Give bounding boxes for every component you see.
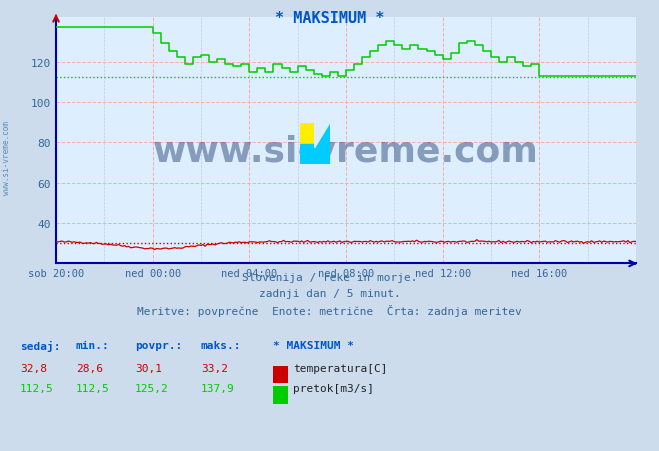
Text: 32,8: 32,8: [20, 363, 47, 373]
Text: temperatura[C]: temperatura[C]: [293, 363, 387, 373]
Text: Meritve: povprečne  Enote: metrične  Črta: zadnja meritev: Meritve: povprečne Enote: metrične Črta:…: [137, 304, 522, 317]
Text: www.si-vreme.com: www.si-vreme.com: [2, 121, 11, 195]
Text: * MAKSIMUM *: * MAKSIMUM *: [273, 341, 355, 350]
Text: 28,6: 28,6: [76, 363, 103, 373]
Text: 125,2: 125,2: [135, 383, 169, 393]
Text: sedaj:: sedaj:: [20, 341, 60, 351]
Text: 137,9: 137,9: [201, 383, 235, 393]
Bar: [300, 144, 315, 165]
Text: 30,1: 30,1: [135, 363, 162, 373]
Bar: [315, 124, 330, 165]
Polygon shape: [315, 124, 330, 165]
Text: * MAKSIMUM *: * MAKSIMUM *: [275, 11, 384, 26]
Text: 112,5: 112,5: [76, 383, 109, 393]
Text: pretok[m3/s]: pretok[m3/s]: [293, 383, 374, 393]
Text: maks.:: maks.:: [201, 341, 241, 350]
Text: zadnji dan / 5 minut.: zadnji dan / 5 minut.: [258, 289, 401, 299]
Text: min.:: min.:: [76, 341, 109, 350]
Text: Slovenija / reke in morje.: Slovenija / reke in morje.: [242, 273, 417, 283]
Text: 112,5: 112,5: [20, 383, 53, 393]
Text: www.si-vreme.com: www.si-vreme.com: [153, 134, 539, 168]
Polygon shape: [315, 124, 330, 148]
Bar: [300, 124, 315, 144]
Text: povpr.:: povpr.:: [135, 341, 183, 350]
Text: 33,2: 33,2: [201, 363, 228, 373]
